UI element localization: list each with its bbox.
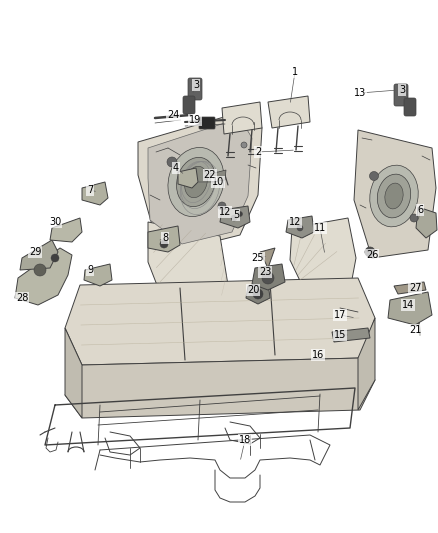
Circle shape [262, 272, 274, 284]
Text: 3: 3 [399, 85, 405, 95]
Polygon shape [65, 328, 82, 418]
Text: 1: 1 [292, 67, 298, 77]
Circle shape [231, 215, 237, 221]
Text: 22: 22 [204, 170, 216, 180]
Circle shape [218, 202, 226, 210]
Polygon shape [82, 182, 108, 205]
Text: 4: 4 [173, 163, 179, 173]
Polygon shape [20, 240, 58, 270]
Text: 12: 12 [219, 207, 231, 217]
Polygon shape [290, 218, 356, 290]
Text: 5: 5 [233, 210, 239, 220]
Polygon shape [220, 206, 250, 228]
Circle shape [370, 172, 378, 181]
Circle shape [167, 157, 177, 167]
Circle shape [365, 247, 375, 257]
Text: 17: 17 [334, 310, 346, 320]
Circle shape [237, 212, 243, 216]
Text: 19: 19 [189, 115, 201, 125]
Circle shape [241, 142, 247, 148]
Ellipse shape [177, 157, 215, 207]
Text: 21: 21 [409, 325, 421, 335]
Circle shape [34, 264, 46, 276]
Polygon shape [138, 110, 262, 248]
Text: 8: 8 [162, 233, 168, 243]
Polygon shape [332, 328, 370, 342]
Circle shape [297, 225, 303, 231]
Polygon shape [388, 292, 432, 325]
Text: 12: 12 [289, 217, 301, 227]
Text: 14: 14 [402, 300, 414, 310]
Polygon shape [286, 216, 314, 238]
Text: 23: 23 [259, 267, 271, 277]
Polygon shape [178, 168, 198, 188]
Polygon shape [268, 96, 310, 128]
Text: 6: 6 [417, 205, 423, 215]
Polygon shape [354, 130, 436, 258]
Text: 26: 26 [366, 250, 378, 260]
Polygon shape [416, 207, 437, 238]
Ellipse shape [168, 148, 224, 216]
Text: 3: 3 [193, 80, 199, 90]
Polygon shape [65, 358, 375, 418]
Polygon shape [246, 282, 270, 304]
Text: 15: 15 [334, 330, 346, 340]
Text: 30: 30 [49, 217, 61, 227]
Text: 11: 11 [314, 223, 326, 233]
Polygon shape [394, 282, 426, 294]
Text: 29: 29 [29, 247, 41, 257]
Polygon shape [148, 118, 252, 244]
Polygon shape [148, 226, 180, 252]
Ellipse shape [377, 174, 411, 218]
Polygon shape [50, 218, 82, 242]
Text: 7: 7 [87, 185, 93, 195]
FancyBboxPatch shape [183, 96, 195, 114]
Text: 2: 2 [255, 147, 261, 157]
Ellipse shape [184, 166, 208, 198]
FancyBboxPatch shape [404, 98, 416, 116]
Circle shape [160, 240, 168, 248]
Polygon shape [222, 102, 262, 134]
FancyBboxPatch shape [199, 117, 215, 129]
Polygon shape [148, 222, 228, 310]
Polygon shape [252, 264, 285, 290]
Text: 9: 9 [87, 265, 93, 275]
Text: 18: 18 [239, 435, 251, 445]
Text: 13: 13 [354, 88, 366, 98]
Text: 25: 25 [252, 253, 264, 263]
Text: 27: 27 [409, 283, 421, 293]
Polygon shape [84, 264, 112, 286]
Text: 24: 24 [167, 110, 179, 120]
Text: 10: 10 [212, 177, 224, 187]
Circle shape [253, 289, 263, 299]
Ellipse shape [370, 165, 418, 227]
Circle shape [410, 214, 418, 222]
Polygon shape [65, 278, 375, 365]
Polygon shape [260, 248, 275, 268]
Text: 16: 16 [312, 350, 324, 360]
FancyBboxPatch shape [394, 84, 408, 106]
Circle shape [51, 254, 59, 262]
Polygon shape [358, 318, 375, 410]
Ellipse shape [385, 183, 403, 209]
Text: 28: 28 [16, 293, 28, 303]
FancyBboxPatch shape [188, 78, 202, 100]
Polygon shape [15, 248, 72, 305]
Polygon shape [210, 170, 226, 182]
Text: 20: 20 [247, 285, 259, 295]
